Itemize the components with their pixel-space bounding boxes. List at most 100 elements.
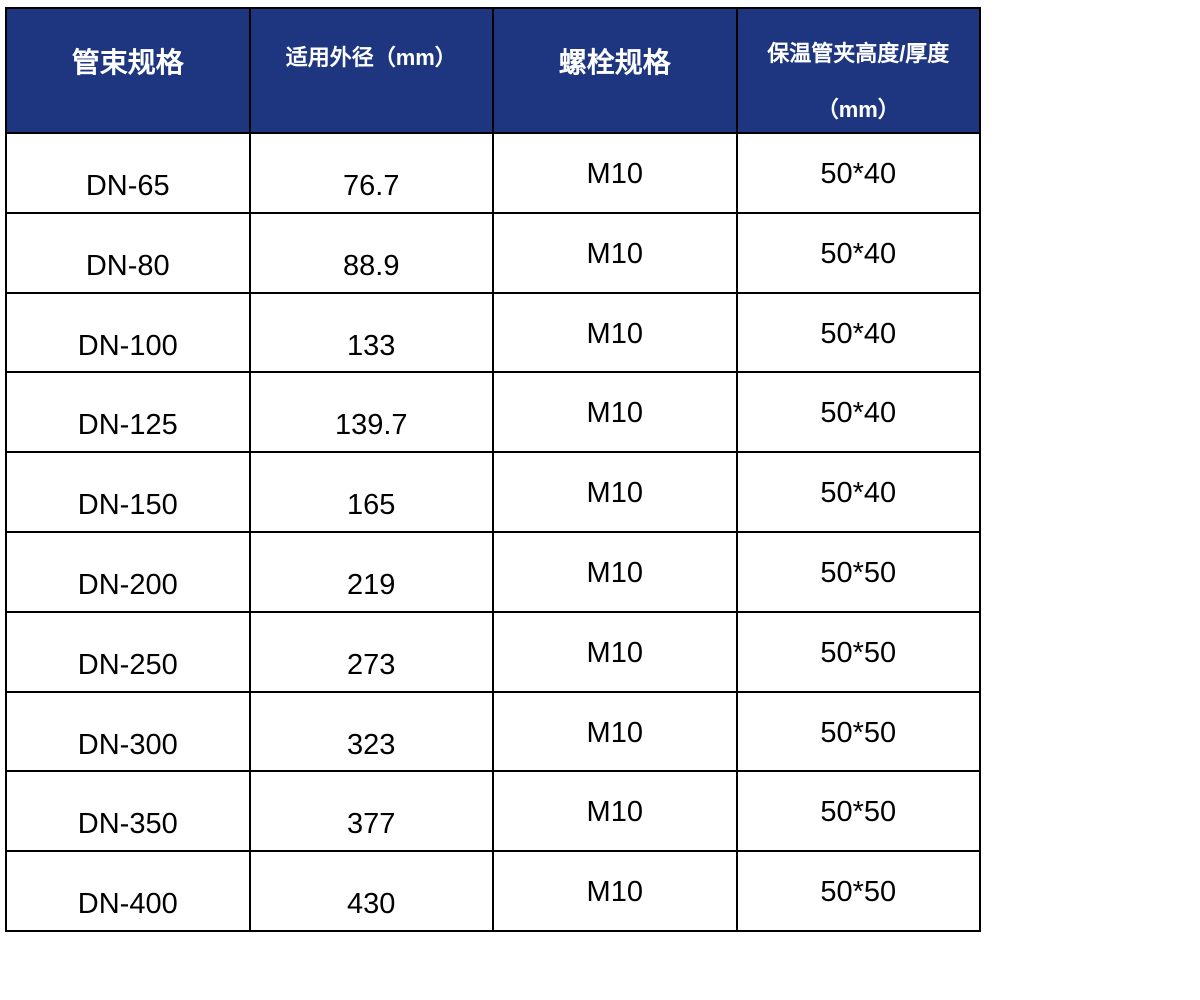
pipe-spec-value: DN-350 (77, 808, 178, 841)
cell-outer-diameter: 165 (250, 453, 494, 533)
cell-outer-diameter: 76.7 (250, 134, 494, 214)
pipe-spec-value: DN-100 (77, 329, 178, 362)
header-cell-bolt-spec: 螺栓规格 (494, 9, 738, 134)
cell-pipe-spec: DN-300 (7, 692, 251, 773)
cell-bolt-spec: M10 (494, 532, 738, 613)
cell-pipe-spec: DN-350 (7, 772, 251, 853)
header-clamp-size: 保温管夹高度/厚度 (767, 41, 950, 66)
table-header: 管束规格 适用外径（mm） 螺栓规格 保温管夹高度/厚度 （mm） (7, 9, 981, 134)
cell-pipe-spec: DN-250 (7, 612, 251, 693)
cell-bolt-spec: M10 (494, 852, 738, 932)
cell-pipe-spec: DN-125 (7, 373, 251, 454)
table-row: DN-250 273 M10 50*50 (7, 612, 981, 693)
cell-clamp-size: 50*50 (737, 532, 981, 613)
cell-bolt-spec: M10 (494, 453, 738, 533)
header-outer-diameter: 适用外径（mm） (285, 45, 457, 70)
clamp-size-value: 50*40 (820, 317, 897, 350)
header-cell-pipe-spec: 管束规格 (7, 9, 251, 134)
cell-outer-diameter: 323 (250, 692, 494, 773)
cell-clamp-size: 50*50 (737, 692, 981, 773)
cell-clamp-size: 50*50 (737, 772, 981, 853)
table-row: DN-125 139.7 M10 50*40 (7, 373, 981, 454)
header-cell-clamp-size: 保温管夹高度/厚度 （mm） (737, 9, 981, 134)
bolt-spec-value: M10 (586, 876, 643, 909)
clamp-size-value: 50*50 (820, 796, 897, 829)
outer-diameter-value: 133 (347, 329, 396, 362)
pipe-spec-value: DN-80 (85, 249, 170, 282)
bolt-spec-value: M10 (586, 796, 643, 829)
table-row: DN-300 323 M10 50*50 (7, 692, 981, 773)
header-clamp-unit: （mm） (816, 97, 900, 122)
bolt-spec-value: M10 (586, 317, 643, 350)
table-row: DN-80 88.9 M10 50*40 (7, 213, 981, 294)
cell-pipe-spec: DN-400 (7, 852, 251, 932)
pipe-spec-value: DN-150 (77, 489, 178, 522)
cell-clamp-size: 50*40 (737, 373, 981, 454)
bolt-spec-value: M10 (586, 716, 643, 749)
bolt-spec-value: M10 (586, 636, 643, 669)
table-row: DN-100 133 M10 50*40 (7, 293, 981, 374)
outer-diameter-value: 88.9 (343, 249, 400, 282)
cell-outer-diameter: 273 (250, 612, 494, 693)
cell-outer-diameter: 88.9 (250, 213, 494, 294)
outer-diameter-value: 323 (347, 728, 396, 761)
cell-outer-diameter: 133 (250, 293, 494, 374)
pipe-spec-value: DN-65 (85, 170, 170, 202)
cell-bolt-spec: M10 (494, 373, 738, 454)
outer-diameter-value: 273 (347, 648, 396, 681)
table-row: DN-400 430 M10 50*50 (7, 852, 981, 932)
header-bolt-spec: 螺栓规格 (558, 47, 671, 78)
cell-bolt-spec: M10 (494, 772, 738, 853)
cell-clamp-size: 50*40 (737, 213, 981, 294)
cell-bolt-spec: M10 (494, 213, 738, 294)
bolt-spec-value: M10 (586, 556, 643, 589)
pipe-spec-value: DN-200 (77, 568, 178, 601)
header-pipe-spec: 管束规格 (71, 47, 184, 78)
cell-pipe-spec: DN-150 (7, 453, 251, 533)
bolt-spec-value: M10 (586, 397, 643, 430)
pipe-spec-value: DN-400 (77, 888, 178, 921)
clamp-size-value: 50*50 (820, 636, 897, 669)
cell-clamp-size: 50*50 (737, 852, 981, 932)
cell-bolt-spec: M10 (494, 293, 738, 374)
pipe-spec-value: DN-250 (77, 648, 178, 681)
cell-bolt-spec: M10 (494, 612, 738, 693)
header-cell-outer-diameter: 适用外径（mm） (250, 9, 494, 134)
table-row: DN-350 377 M10 50*50 (7, 772, 981, 853)
outer-diameter-value: 219 (347, 568, 396, 601)
table-row: DN-65 76.7 M10 50*40 (7, 134, 981, 214)
pipe-spec-value: DN-300 (77, 728, 178, 761)
clamp-size-value: 50*50 (820, 716, 897, 749)
cell-outer-diameter: 377 (250, 772, 494, 853)
spec-table: 管束规格 适用外径（mm） 螺栓规格 保温管夹高度/厚度 （mm） DN-65 7… (5, 7, 981, 932)
bolt-spec-value: M10 (586, 158, 643, 190)
clamp-size-value: 50*40 (820, 477, 897, 510)
outer-diameter-value: 165 (347, 489, 396, 522)
table-body: DN-65 76.7 M10 50*40 DN-80 88.9 M10 50*40 DN-100… (7, 134, 981, 932)
clamp-size-value: 50*40 (820, 158, 897, 190)
bolt-spec-value: M10 (586, 237, 643, 270)
cell-outer-diameter: 430 (250, 852, 494, 932)
clamp-size-value: 50*50 (820, 556, 897, 589)
cell-pipe-spec: DN-80 (7, 213, 251, 294)
cell-clamp-size: 50*40 (737, 293, 981, 374)
cell-bolt-spec: M10 (494, 692, 738, 773)
table-row: DN-150 165 M10 50*40 (7, 453, 981, 533)
clamp-size-value: 50*50 (820, 876, 897, 909)
cell-outer-diameter: 139.7 (250, 373, 494, 454)
bolt-spec-value: M10 (586, 477, 643, 510)
pipe-spec-value: DN-125 (77, 409, 178, 442)
outer-diameter-value: 76.7 (343, 170, 400, 202)
clamp-size-value: 50*40 (820, 237, 897, 270)
cell-pipe-spec: DN-65 (7, 134, 251, 214)
outer-diameter-value: 139.7 (334, 409, 408, 442)
cell-pipe-spec: DN-200 (7, 532, 251, 613)
cell-clamp-size: 50*50 (737, 612, 981, 693)
cell-outer-diameter: 219 (250, 532, 494, 613)
outer-diameter-value: 430 (347, 888, 396, 921)
cell-clamp-size: 50*40 (737, 134, 981, 214)
table-row: DN-200 219 M10 50*50 (7, 532, 981, 613)
outer-diameter-value: 377 (347, 808, 396, 841)
cell-clamp-size: 50*40 (737, 453, 981, 533)
cell-pipe-spec: DN-100 (7, 293, 251, 374)
